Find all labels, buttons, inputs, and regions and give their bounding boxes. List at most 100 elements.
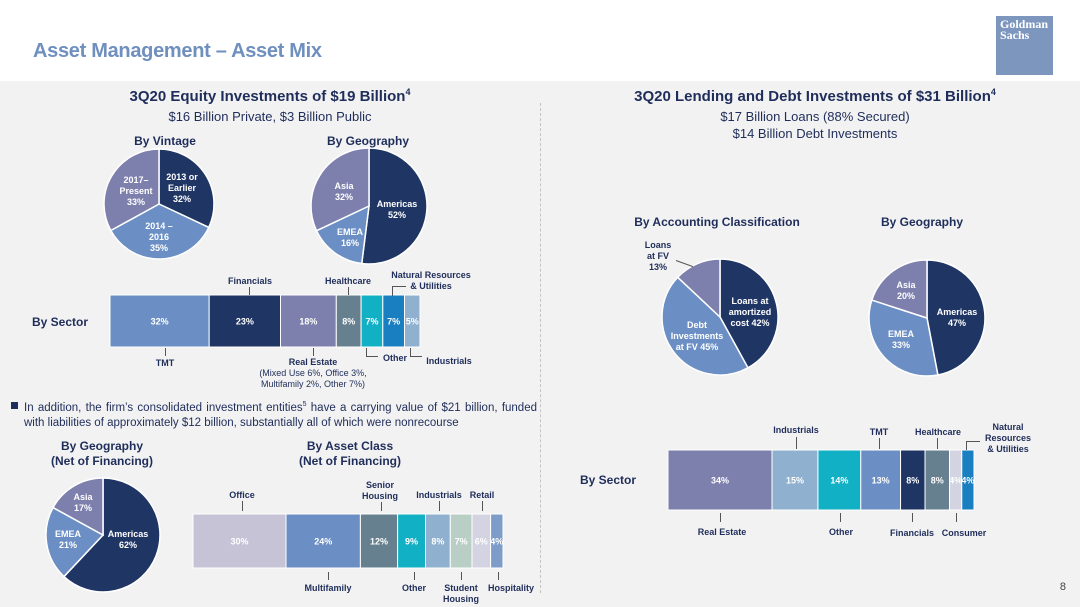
equity_asset_class-segment-hospitality xyxy=(490,513,504,569)
equity_asset_class-segment-label-hospitality: 4% xyxy=(490,537,503,547)
equity_asset_class-segment-label-industrials: 8% xyxy=(431,537,444,547)
equity-geo-net-chart-title: By Geography (Net of Financing) xyxy=(51,439,153,468)
equity-sector-callout-healthcare: Healthcare xyxy=(324,276,372,286)
debt-geo-label-americas: Americas 47% xyxy=(936,307,978,328)
equity_sector-segment-label-financials: 23% xyxy=(236,317,254,327)
geo-net-label-americas: Americas 62% xyxy=(107,529,149,550)
callout-tick xyxy=(796,437,797,449)
debt_sector-segment-label-natural-resources-utilities: 4% xyxy=(961,476,974,486)
asset-class-callout-hospitality: Hospitality xyxy=(487,583,534,593)
callout-tick xyxy=(313,348,314,356)
debt-sector-row-label: By Sector xyxy=(579,473,637,487)
debt-sector-callout-financials: Financials xyxy=(889,528,934,538)
accounting-label-debt-fv: Debt Investments at FV 45% xyxy=(670,320,724,352)
equity-sector-callout-realestate: Real Estate (Mixed Use 6%, Office 3%, Mu… xyxy=(259,357,367,389)
callout-tick xyxy=(482,501,483,511)
callout-bracket xyxy=(392,286,406,296)
debt_sector-segment-label-other: 14% xyxy=(830,476,848,486)
consolidated-entities-note: In addition, the firm’s consolidated inv… xyxy=(24,401,537,429)
equity_sector-segment-industrials xyxy=(404,294,421,348)
note-bullet xyxy=(11,402,18,409)
debt_sector-segment-healthcare xyxy=(924,449,951,511)
callout-tick xyxy=(328,572,329,580)
debt-sector-callout-industrials: Industrials xyxy=(773,425,819,435)
callout-tick xyxy=(937,438,938,449)
debt_sector-segment-label-healthcare: 8% xyxy=(931,476,944,486)
callout-tick xyxy=(912,513,913,522)
equity_vintage-slice-2017-present xyxy=(103,148,160,232)
equity_sector-segment-label-natural-resources-utilities: 7% xyxy=(387,317,400,327)
debt-sector-callout-natres: Natural Resources & Utilities xyxy=(984,422,1032,454)
equity_sector-segment-healthcare xyxy=(335,294,362,348)
accounting-chart-title: By Accounting Classification xyxy=(634,215,800,229)
equity_asset_class-segment-multifamily xyxy=(285,513,361,569)
callout-tick xyxy=(381,502,382,511)
equity_geo_net-slice-emea xyxy=(45,506,105,578)
equity-sector-callout-industrials: Industrials xyxy=(426,356,472,366)
equity_asset_class-segment-senior-housing xyxy=(359,513,399,569)
equity_asset_class-segment-label-student-housing: 7% xyxy=(455,537,468,547)
equity-geo-chart-title: By Geography xyxy=(326,134,410,148)
equity-sector-row-label: By Sector xyxy=(31,315,89,329)
accounting-callout-loans-fv: Loans at FV 13% xyxy=(644,240,672,272)
asset-class-chart-title: By Asset Class (Net of Financing) xyxy=(299,439,401,468)
debt-section-subtitle-1: $17 Billion Loans (88% Secured) xyxy=(720,109,910,124)
debt_sector-segment-label-real-estate: 34% xyxy=(711,476,729,486)
equity-sector-callout-financials: Financials xyxy=(227,276,272,286)
callout-tick xyxy=(840,513,841,522)
equity_sector-segment-label-other: 7% xyxy=(365,317,378,327)
equity-geo-label-emea: EMEA 16% xyxy=(336,227,363,248)
debt_accounting-slice-loans-at-fv xyxy=(676,258,721,319)
equity-geo-label-americas: Americas 52% xyxy=(376,199,418,220)
callout-tick xyxy=(956,513,957,522)
equity_sector-segment-label-tmt: 32% xyxy=(151,317,169,327)
equity_sector-segment-tmt xyxy=(109,294,210,348)
equity-section-subtitle: $16 Billion Private, $3 Billion Public xyxy=(168,109,372,124)
equity_geo-slice-americas xyxy=(360,147,428,265)
equity-sector-callout-tmt: TMT xyxy=(155,358,175,368)
vintage-label-2013: 2013 or Earlier 32% xyxy=(166,172,198,204)
equity_geo_net-slice-americas xyxy=(62,477,161,593)
equity_asset_class-segment-label-multifamily: 24% xyxy=(314,537,332,547)
debt_sector-segment-real-estate xyxy=(667,449,773,511)
vintage-chart-title: By Vintage xyxy=(134,134,196,148)
debt-section-title: 3Q20 Lending and Debt Investments of $31… xyxy=(634,87,996,105)
callout-bracket xyxy=(410,348,422,357)
equity_sector-segment-label-real-estate: 18% xyxy=(299,317,317,327)
equity-section-title: 3Q20 Equity Investments of $19 Billion4 xyxy=(129,87,411,105)
callout-tick xyxy=(461,572,462,580)
debt_sector-segment-label-tmt: 13% xyxy=(872,476,890,486)
equity_asset_class-segment-label-senior-housing: 12% xyxy=(370,537,388,547)
callout-tick xyxy=(348,287,349,295)
equity_geo-slice-asia xyxy=(310,147,370,232)
equity_asset_class-segment-office xyxy=(192,513,287,569)
equity_geo_net-slice-asia xyxy=(52,477,104,537)
equity_asset_class-segment-label-other: 9% xyxy=(405,537,418,547)
asset-class-callout-retail: Retail xyxy=(469,490,495,500)
goldman-sachs-logo: Goldman Sachs xyxy=(996,16,1053,75)
equity-sector-callout-other: Other xyxy=(382,353,407,363)
debt_sector-segment-natural-resources-utilities xyxy=(961,449,975,511)
debt_sector-segment-label-industrials: 15% xyxy=(786,476,804,486)
asset-class-callout-other: Other xyxy=(401,583,426,593)
callout-bracket xyxy=(366,348,378,357)
asset-class-callout-industrials: Industrials xyxy=(416,490,462,500)
debt-sector-callout-realestate: Real Estate xyxy=(697,527,747,537)
geo-net-label-emea: EMEA 21% xyxy=(54,529,81,550)
header-bar xyxy=(0,0,1080,80)
equity-sector-callout-natres: Natural Resources & Utilities xyxy=(391,270,471,291)
equity_asset_class-segment-label-retail: 6% xyxy=(475,537,488,547)
callout-tick xyxy=(439,501,440,511)
equity_asset_class-segment-industrials xyxy=(425,513,451,569)
geo-net-label-asia: Asia 17% xyxy=(73,492,93,513)
vintage-label-2017: 2017– Present 33% xyxy=(119,175,153,207)
debt-geo-label-emea: EMEA 33% xyxy=(887,329,914,350)
debt-sector-callout-tmt: TMT xyxy=(869,427,889,437)
debt-sector-callout-consumer: Consumer xyxy=(941,528,987,538)
callout-tick xyxy=(165,348,166,356)
asset-class-callout-student: Student Housing xyxy=(443,583,479,604)
debt_sector-segment-label-consumer: 4% xyxy=(949,476,962,486)
asset-class-callout-office: Office xyxy=(229,490,255,500)
callout-tick xyxy=(242,501,243,511)
equity_asset_class-segment-other xyxy=(397,513,427,569)
